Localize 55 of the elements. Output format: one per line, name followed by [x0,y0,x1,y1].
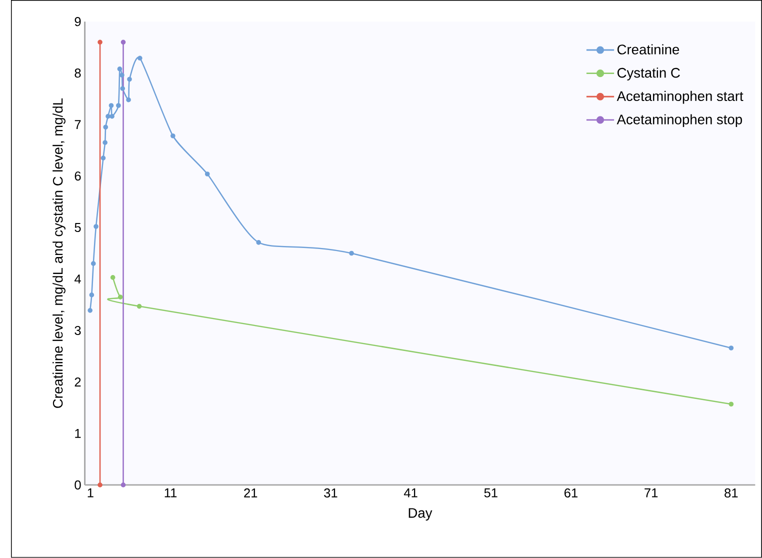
x-tick-label: 51 [484,488,498,498]
y-tick-label: 4 [74,274,81,284]
x-tick-label: 21 [244,488,258,498]
legend-label: Cystatin C [617,68,680,81]
x-tick-label: 81 [724,488,738,498]
point [120,86,126,92]
x-tick-label: 71 [644,488,658,498]
point [120,482,126,488]
legend-label: Creatinine [617,44,680,54]
point [127,76,132,82]
point [349,250,354,256]
point [98,482,102,488]
point [118,294,123,300]
y-tick-label: 0 [74,480,81,490]
point [94,224,98,230]
y-tick-label: 9 [74,17,81,26]
point [89,292,94,298]
point [256,240,262,245]
y-tick-label: 2 [74,378,81,387]
y-tick-label: 3 [74,326,81,336]
point [120,40,126,45]
x-tick-label: 31 [324,488,338,498]
point [137,56,142,61]
x-tick-label: 61 [564,488,578,498]
x-tick-label: 1 [88,488,94,498]
y-tick-label: 5 [74,223,81,232]
point [126,98,131,102]
legend-label: Acetaminophen stop [616,114,742,128]
point [110,114,114,119]
point [136,304,142,309]
point [110,275,116,280]
y-tick-label: 8 [74,68,81,78]
point [98,40,102,45]
point [102,140,108,146]
point [103,124,108,130]
point [204,172,210,176]
point [116,103,121,108]
point [88,308,93,313]
point [728,346,734,351]
point [100,156,106,161]
x-axis-title: Day [408,508,432,521]
x-tick-label: 11 [164,488,177,498]
y-axis-title: Creatinine level, mg/dL and cystatin C level, mg/dL [52,98,66,408]
legend-label: Acetaminophen start [616,90,744,104]
x-tick-label: 41 [404,488,418,498]
point [106,114,110,119]
y-tick-label: 6 [74,172,81,181]
point [108,103,114,108]
point [120,72,124,78]
y-tick-label: 1 [75,429,81,438]
point [170,134,176,138]
point [728,402,734,407]
point [117,66,122,72]
y-tick-label: 7 [74,120,81,130]
point [90,261,96,266]
